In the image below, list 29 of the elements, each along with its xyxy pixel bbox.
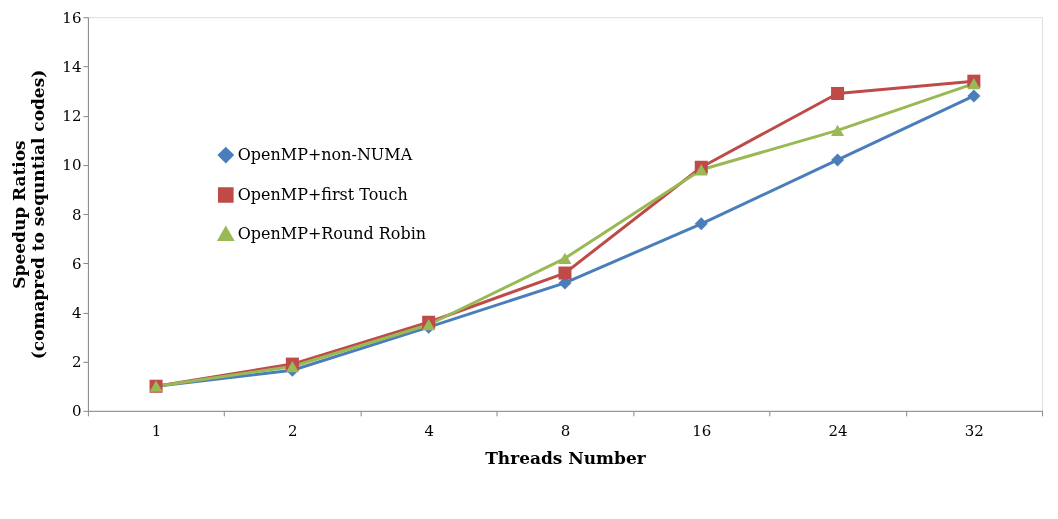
legend-label: OpenMP+Round Robin [237,224,427,243]
y-tick-label: 0 [71,402,82,421]
y-tick-label: 14 [62,57,82,76]
y-tick-label: 16 [62,8,82,27]
x-tick-label: 4 [424,422,434,441]
legend-label: OpenMP+non-NUMA [237,145,413,165]
y-tick-label: 2 [71,353,82,372]
x-tick-label: 32 [964,422,984,441]
y-tick-label: 12 [62,107,82,126]
x-tick-label: 16 [692,422,712,441]
y-tick-label: 10 [62,156,82,175]
point [967,89,981,103]
x-tick-label: 1 [151,422,162,441]
y-tick-label: 6 [71,254,82,273]
x-tick-label: 24 [828,422,848,441]
y-tick-label: 4 [71,303,82,322]
y-tick-label: 8 [71,205,82,224]
point [558,266,572,280]
point [558,252,572,264]
point [831,124,845,137]
point [694,217,708,231]
point [831,153,845,167]
x-axis-title: Threads Number [485,448,647,469]
point [831,86,845,100]
y-axis-title: Speedup Ratios (comapred to sequntial codes) [9,69,49,360]
legend-label: OpenMP+first Touch [237,185,408,205]
x-tick-label: 2 [288,422,298,441]
x-tick-label: 8 [560,422,571,441]
point [694,164,708,176]
